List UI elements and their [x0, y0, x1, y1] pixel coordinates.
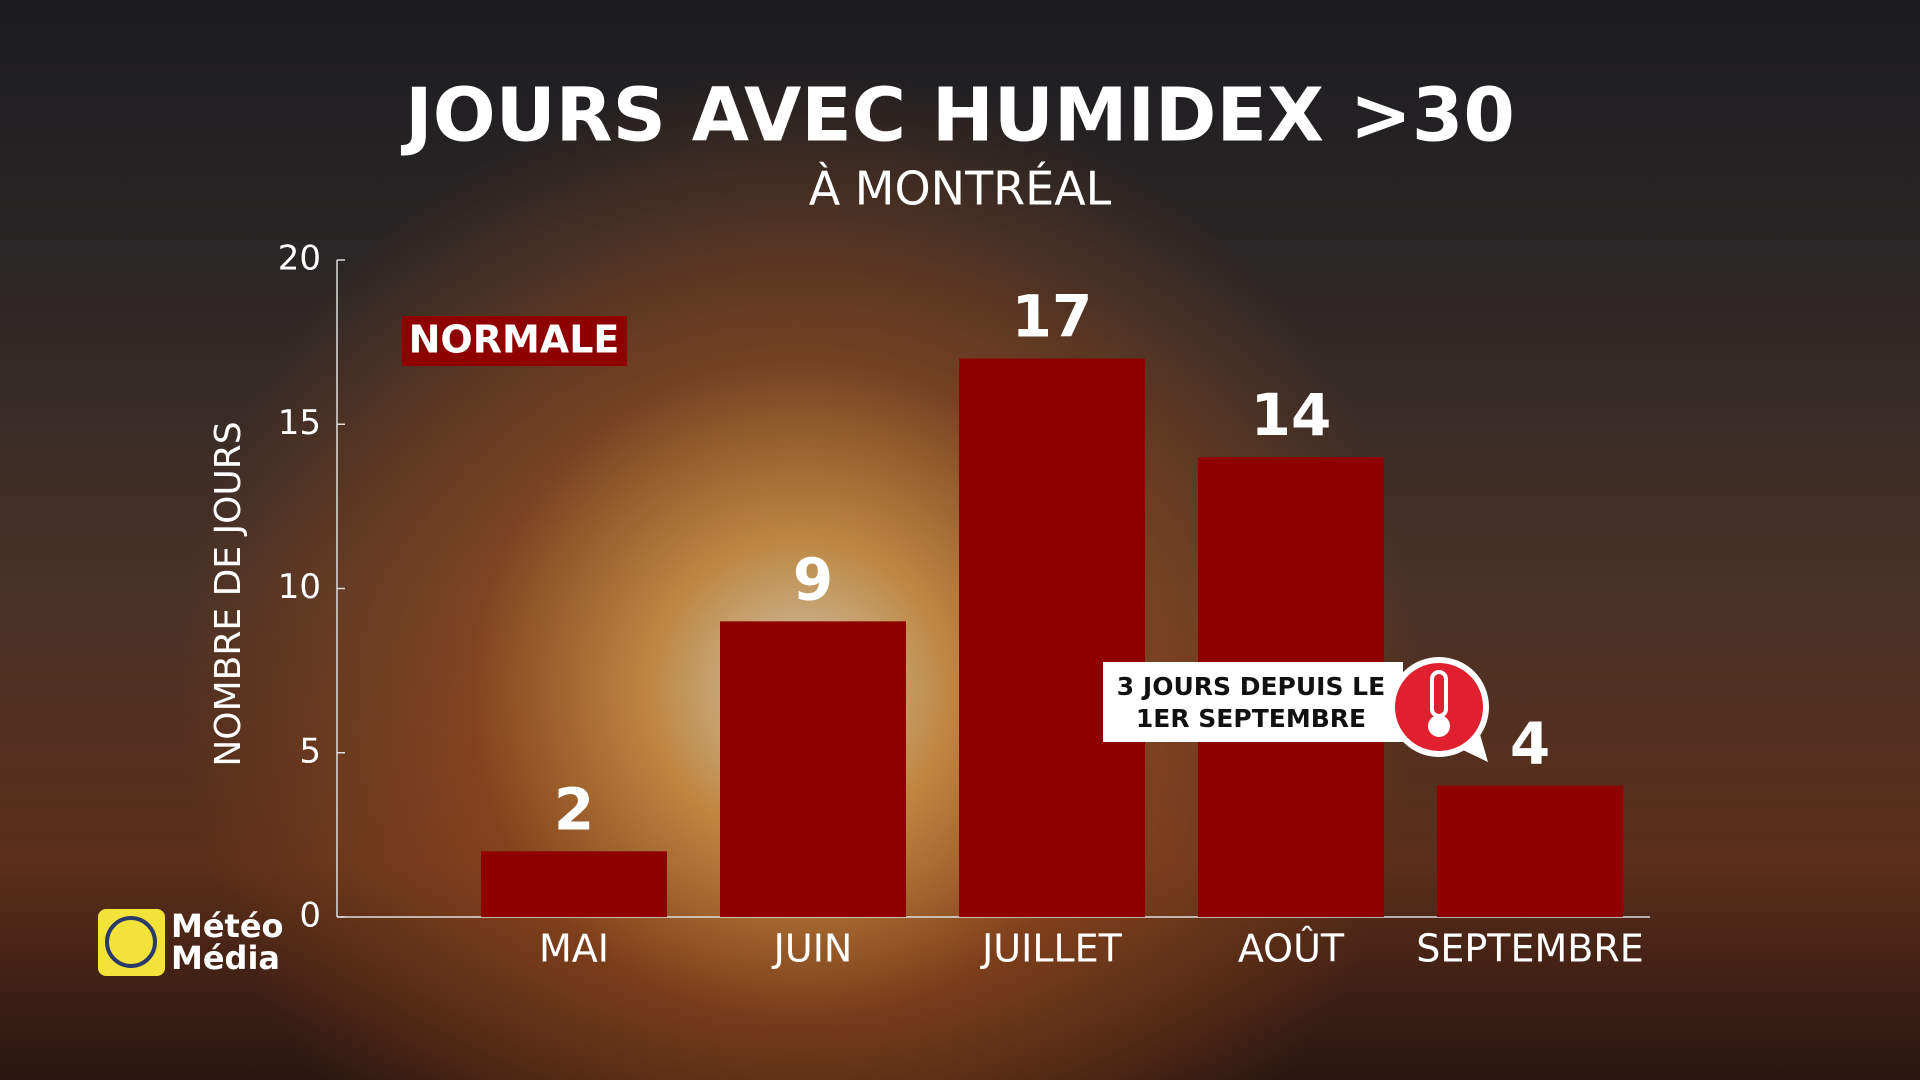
bar: [959, 358, 1145, 917]
annotation: 3 JOURS DEPUIS LE 1ER SEPTEMBRE: [1103, 657, 1489, 762]
legend-swatch: [402, 316, 627, 366]
chart-subtitle: À MONTRÉAL: [809, 162, 1112, 216]
value-label: 9: [793, 545, 833, 613]
y-tick-label: 20: [278, 239, 321, 279]
x-tick-label: JUIN: [772, 927, 853, 971]
annotation-text: 3 JOURS DEPUIS LE: [1117, 672, 1385, 701]
value-label: 17: [1012, 283, 1093, 351]
bar: [1437, 785, 1623, 917]
y-tick-label: 10: [278, 567, 321, 607]
annotation-icon: [1395, 663, 1483, 751]
y-tick-label: 15: [278, 403, 321, 443]
x-tick-label: SEPTEMBRE: [1416, 927, 1644, 971]
y-axis-label: NOMBRE DE JOURS: [208, 421, 249, 766]
value-label: 14: [1251, 381, 1332, 449]
annotation-text: 1ER SEPTEMBRE: [1136, 704, 1366, 733]
thermometer-bulb: [1428, 715, 1450, 737]
y-tick-label: 0: [299, 896, 321, 936]
y-tick-label: 5: [299, 731, 321, 771]
x-tick-label: AOÛT: [1238, 927, 1345, 971]
value-label: 2: [554, 775, 594, 843]
logo-globe: [105, 916, 157, 968]
bar: [720, 621, 906, 917]
logo: Météo Média: [98, 907, 284, 977]
logo-text: Météo: [171, 907, 284, 945]
x-tick-label: JUILLET: [980, 927, 1123, 971]
bar: [481, 851, 667, 917]
x-tick-label: MAI: [539, 927, 609, 971]
value-label: 4: [1510, 710, 1550, 778]
legend-label: NORMALE: [409, 318, 620, 362]
chart-title: JOURS AVEC HUMIDEX >30: [400, 73, 1515, 159]
annotation-box: [1103, 662, 1403, 742]
logo-text: Média: [171, 939, 280, 977]
